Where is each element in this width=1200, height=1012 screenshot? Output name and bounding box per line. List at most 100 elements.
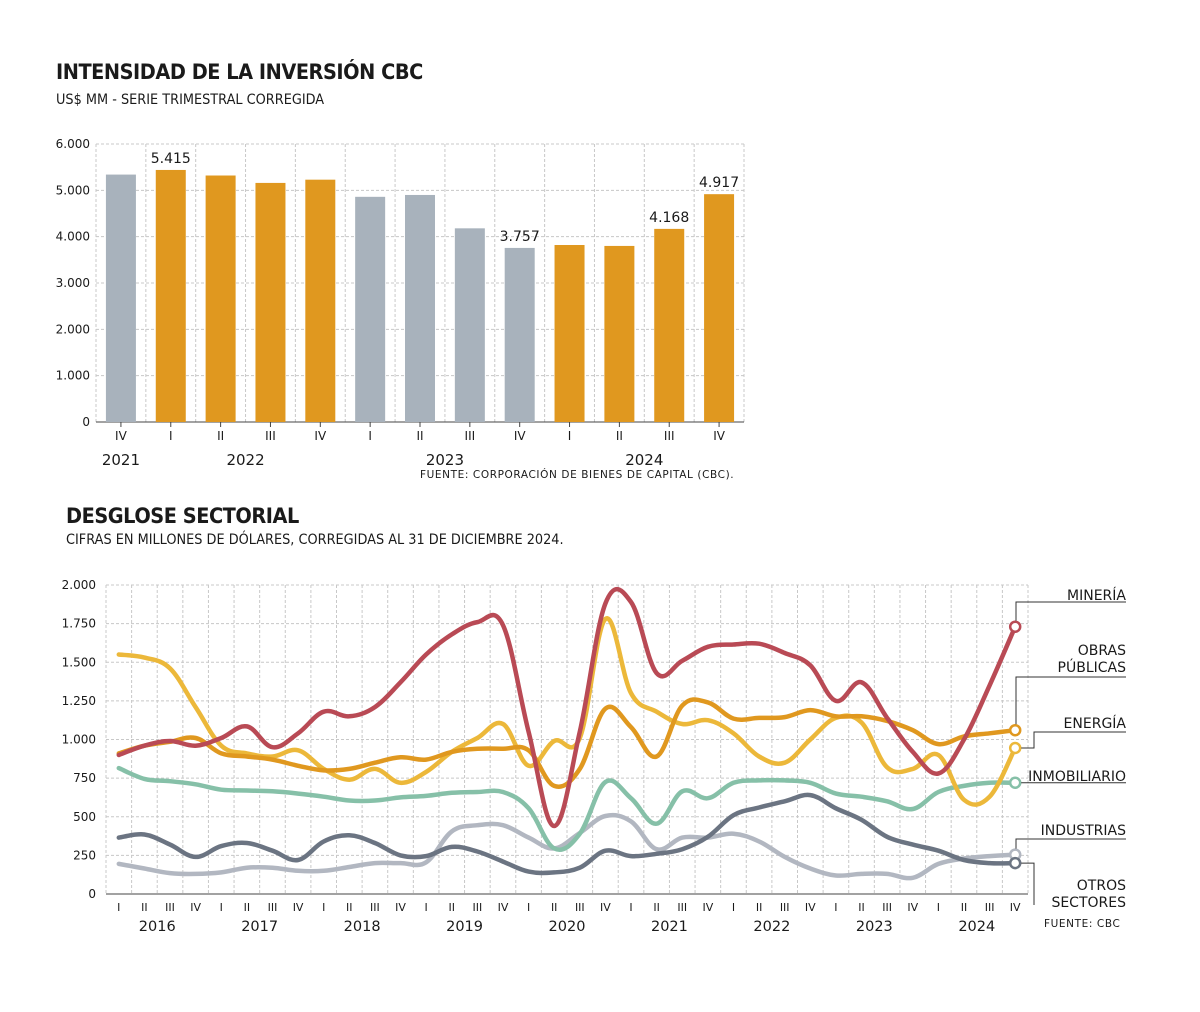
- series-label: ENERGÍA: [1064, 715, 1127, 732]
- x-tick-label: I: [169, 429, 173, 443]
- series-end-marker: [1008, 776, 1022, 790]
- bar: [604, 245, 635, 422]
- bar: [554, 245, 585, 422]
- bar: [504, 247, 535, 422]
- leader-line: [1021, 731, 1126, 749]
- leader-line: [1021, 862, 1035, 905]
- series-label: INDUSTRIAS: [1041, 823, 1127, 839]
- series-label-line: OBRAS: [1078, 643, 1126, 659]
- x-tick-label: II: [616, 429, 623, 443]
- x-tick-label: II: [756, 901, 763, 914]
- series-label: OBRAS PÚBLICAS: [1058, 643, 1127, 676]
- bar: [704, 194, 735, 422]
- year-label: 2016: [139, 919, 176, 935]
- x-tick-label: II: [551, 901, 558, 914]
- year-label: 2022: [226, 451, 264, 469]
- x-tick-label: III: [265, 429, 276, 443]
- bar: [155, 169, 186, 422]
- x-tick-label: III: [465, 429, 476, 443]
- y-tick-label: 750: [73, 771, 96, 785]
- series-label-line: OTROS: [1077, 878, 1126, 894]
- series-line: [116, 765, 1018, 852]
- x-tick-label: IV: [514, 429, 527, 443]
- y-tick-label: 0: [82, 415, 90, 429]
- line-chart-title: DESGLOSE SECTORIAL: [66, 504, 299, 528]
- series-label: MINERÍA: [1067, 587, 1126, 604]
- x-tick-label: IV: [702, 901, 713, 914]
- series-label-group: ENERGÍA: [1021, 715, 1127, 749]
- bar-chart-source: FUENTE: CORPORACIÓN DE BIENES DE CAPITAL…: [420, 469, 735, 481]
- series-end-marker: [1008, 741, 1022, 755]
- leader-line: [1015, 676, 1126, 725]
- x-tick-label: I: [568, 429, 572, 443]
- series-label: OTROS SECTORES: [1051, 878, 1126, 911]
- bar: [105, 174, 136, 422]
- y-tick-label: 1.250: [62, 694, 96, 708]
- x-tick-label: III: [575, 901, 585, 914]
- x-tick-label: IV: [1010, 901, 1021, 914]
- series-end-marker: [1008, 856, 1022, 870]
- x-tick-label: I: [425, 901, 428, 914]
- bar-chart-title: INTENSIDAD DE LA INVERSIÓN CBC: [56, 60, 423, 84]
- x-tick-label: I: [527, 901, 530, 914]
- x-tick-label: IV: [314, 429, 327, 443]
- x-tick-label: II: [653, 901, 660, 914]
- x-tick-label: II: [416, 429, 423, 443]
- x-tick-label: III: [677, 901, 687, 914]
- leader-line: [1015, 838, 1126, 849]
- bar: [405, 194, 435, 422]
- y-tick-label: 1.500: [62, 655, 96, 669]
- series-label-group: INDUSTRIAS: [1015, 823, 1127, 849]
- y-tick-label: 1.000: [56, 369, 90, 383]
- bar: [305, 179, 336, 422]
- x-tick-label: III: [370, 901, 380, 914]
- x-tick-label: I: [629, 901, 632, 914]
- series-line: [116, 812, 1018, 881]
- x-tick-label: I: [220, 901, 223, 914]
- series-end-marker: [1008, 620, 1022, 633]
- series-label-group: INMOBILIARIO: [1021, 769, 1126, 785]
- y-tick-label: 500: [73, 810, 96, 824]
- series-label-line: PÚBLICAS: [1058, 658, 1127, 676]
- x-tick-label: I: [937, 901, 940, 914]
- x-tick-label: III: [165, 901, 175, 914]
- series-line: [116, 792, 1018, 876]
- year-label: 2021: [651, 919, 688, 935]
- year-label: 2020: [549, 919, 586, 935]
- x-tick-label: IV: [907, 901, 918, 914]
- x-tick-label: II: [141, 901, 148, 914]
- year-label: 2018: [344, 919, 381, 935]
- year-label: 2022: [753, 919, 790, 935]
- x-tick-label: III: [985, 901, 995, 914]
- series-label-group: MINERÍA: [1015, 587, 1126, 621]
- series-end-marker: [1008, 723, 1022, 737]
- bar: [654, 228, 685, 422]
- y-tick-label: 1.000: [62, 733, 96, 747]
- leader-line: [1015, 601, 1126, 621]
- year-label: 2024: [625, 451, 663, 469]
- x-tick-label: IV: [293, 901, 304, 914]
- x-tick-label: III: [664, 429, 675, 443]
- x-tick-label: IV: [395, 901, 406, 914]
- year-label: 2019: [446, 919, 483, 935]
- year-label: 2021: [102, 451, 140, 469]
- year-label: 2023: [426, 451, 464, 469]
- line-chart-subtitle: CIFRAS EN MILLONES DE DÓLARES, CORREGIDA…: [66, 532, 564, 548]
- x-tick-label: I: [322, 901, 325, 914]
- x-tick-label: III: [780, 901, 790, 914]
- bar: [355, 196, 386, 422]
- y-tick-label: 250: [73, 848, 96, 862]
- x-tick-label: III: [472, 901, 482, 914]
- x-tick-label: III: [268, 901, 278, 914]
- bar: [205, 175, 236, 422]
- x-tick-label: II: [217, 429, 224, 443]
- x-tick-label: II: [858, 901, 865, 914]
- series-label-group: OBRAS PÚBLICAS: [1015, 643, 1127, 725]
- x-tick-label: I: [368, 429, 372, 443]
- x-tick-label: III: [882, 901, 892, 914]
- bar-chart-subtitle: US$ MM - SERIE TRIMESTRAL CORREGIDA: [56, 92, 325, 108]
- series-label: INMOBILIARIO: [1028, 769, 1126, 785]
- data-label: 4.917: [699, 175, 739, 191]
